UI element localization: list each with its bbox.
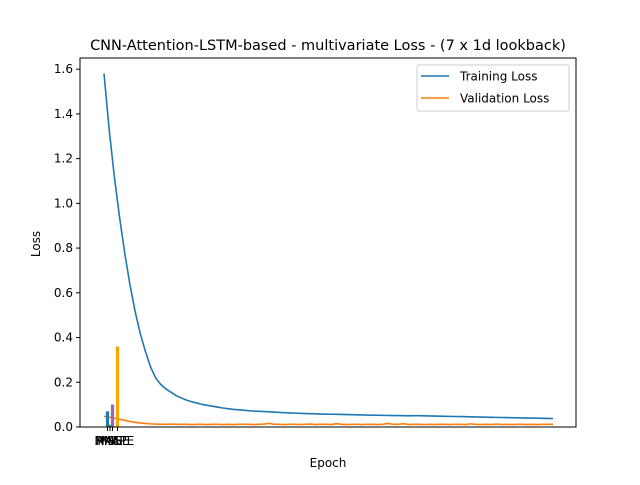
y-tick-label: 0.0 — [54, 420, 73, 434]
y-tick-label: 1.2 — [54, 152, 73, 166]
series-line-training-loss — [103, 73, 554, 420]
x-tick-label-mse: MSE — [97, 434, 123, 448]
x-tick-label-rmse: RMSE — [96, 434, 130, 448]
bar-rmse — [110, 404, 115, 427]
legend-label-training-loss: Training Loss — [459, 70, 537, 84]
legend: Training Loss Validation Loss — [416, 64, 570, 112]
legend-label-validation-loss: Validation Loss — [460, 92, 549, 106]
y-tick-label: 0.6 — [54, 286, 73, 300]
axes-frame — [79, 57, 577, 428]
y-tick-label: 1.6 — [54, 62, 73, 76]
x-tick-label-mae: MAE — [94, 434, 120, 448]
y-tick-label: 1.0 — [54, 196, 73, 210]
x-axis-label: Epoch — [310, 456, 347, 470]
y-tick-label: 0.2 — [54, 375, 73, 389]
y-tick-label: 0.4 — [54, 331, 73, 345]
legend-box — [416, 64, 570, 112]
chart-title: CNN-Attention-LSTM-based - multivariate … — [90, 38, 566, 54]
y-tick-label: 1.4 — [54, 107, 73, 121]
bar-mse — [108, 424, 112, 427]
plot-area — [103, 73, 554, 427]
series-line-validation-loss — [103, 415, 553, 426]
x-tick-label-mape: MAPE — [101, 434, 134, 448]
bar-mape — [115, 346, 120, 427]
y-axis-label: Loss — [29, 231, 43, 257]
bar-mae — [105, 411, 110, 427]
y-axis: 0.0 0.2 0.4 0.6 0.8 1.0 1.2 1.4 1.6 — [54, 62, 80, 434]
y-tick-label: 0.8 — [54, 241, 73, 255]
